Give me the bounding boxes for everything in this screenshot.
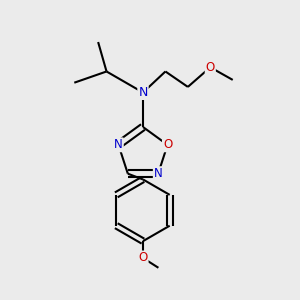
Text: N: N <box>138 86 148 99</box>
Text: N: N <box>114 138 123 151</box>
Text: N: N <box>154 167 163 180</box>
Text: O: O <box>206 61 215 74</box>
Text: O: O <box>138 251 148 265</box>
Text: O: O <box>163 138 172 151</box>
